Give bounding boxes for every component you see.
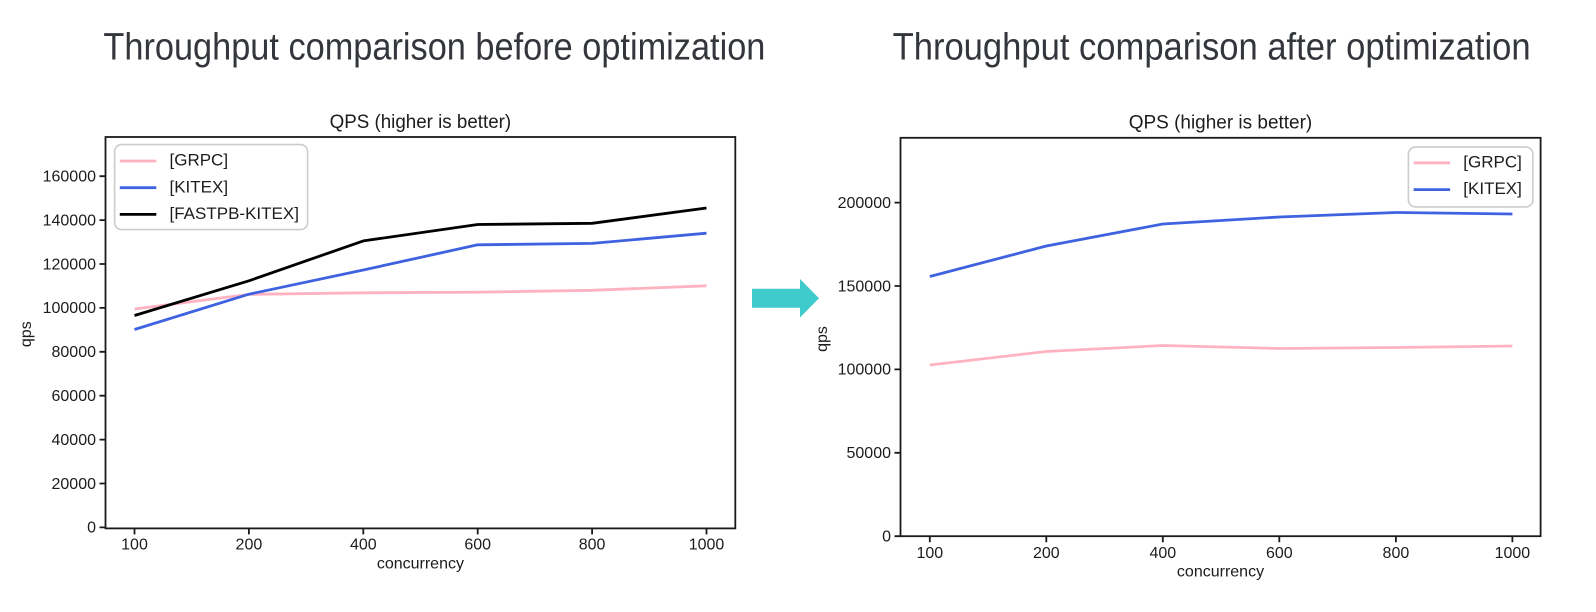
svg-text:concurrency: concurrency [377,556,464,573]
svg-text:100000: 100000 [43,300,96,317]
svg-text:40000: 40000 [52,432,97,449]
svg-text:1000: 1000 [689,537,725,554]
svg-text:400: 400 [350,537,377,554]
svg-text:[KITEX]: [KITEX] [1463,179,1522,198]
svg-text:qps: qps [18,321,35,347]
svg-text:QPS (higher is better): QPS (higher is better) [1129,113,1313,134]
svg-text:100: 100 [916,545,943,562]
svg-text:[FASTPB-KITEX]: [FASTPB-KITEX] [170,204,299,223]
svg-text:400: 400 [1149,545,1176,562]
svg-text:100000: 100000 [838,362,891,379]
svg-text:800: 800 [579,537,606,554]
svg-text:0: 0 [882,529,891,546]
svg-text:QPS (higher is better): QPS (higher is better) [330,112,512,133]
svg-text:[KITEX]: [KITEX] [170,177,229,196]
svg-text:Throughput comparison before o: Throughput comparison before optimizatio… [103,26,765,69]
svg-text:50000: 50000 [847,445,892,462]
svg-text:20000: 20000 [52,476,97,493]
svg-text:800: 800 [1383,545,1410,562]
svg-text:200000: 200000 [838,195,891,212]
svg-text:80000: 80000 [52,344,97,361]
svg-text:0: 0 [87,520,96,537]
svg-text:1000: 1000 [1495,545,1531,562]
svg-text:150000: 150000 [838,278,891,295]
svg-text:600: 600 [464,537,491,554]
svg-text:qps: qps [814,326,831,352]
svg-text:120000: 120000 [43,256,96,273]
svg-text:Throughput comparison after op: Throughput comparison after optimization [893,26,1531,69]
svg-text:concurrency: concurrency [1177,564,1264,581]
svg-text:600: 600 [1266,545,1293,562]
svg-text:[GRPC]: [GRPC] [1463,152,1522,171]
svg-text:140000: 140000 [43,212,96,229]
svg-text:200: 200 [1033,545,1060,562]
svg-text:100: 100 [121,537,148,554]
svg-text:[GRPC]: [GRPC] [170,151,229,170]
svg-text:160000: 160000 [43,169,96,186]
svg-text:60000: 60000 [52,388,97,405]
svg-text:200: 200 [236,537,263,554]
